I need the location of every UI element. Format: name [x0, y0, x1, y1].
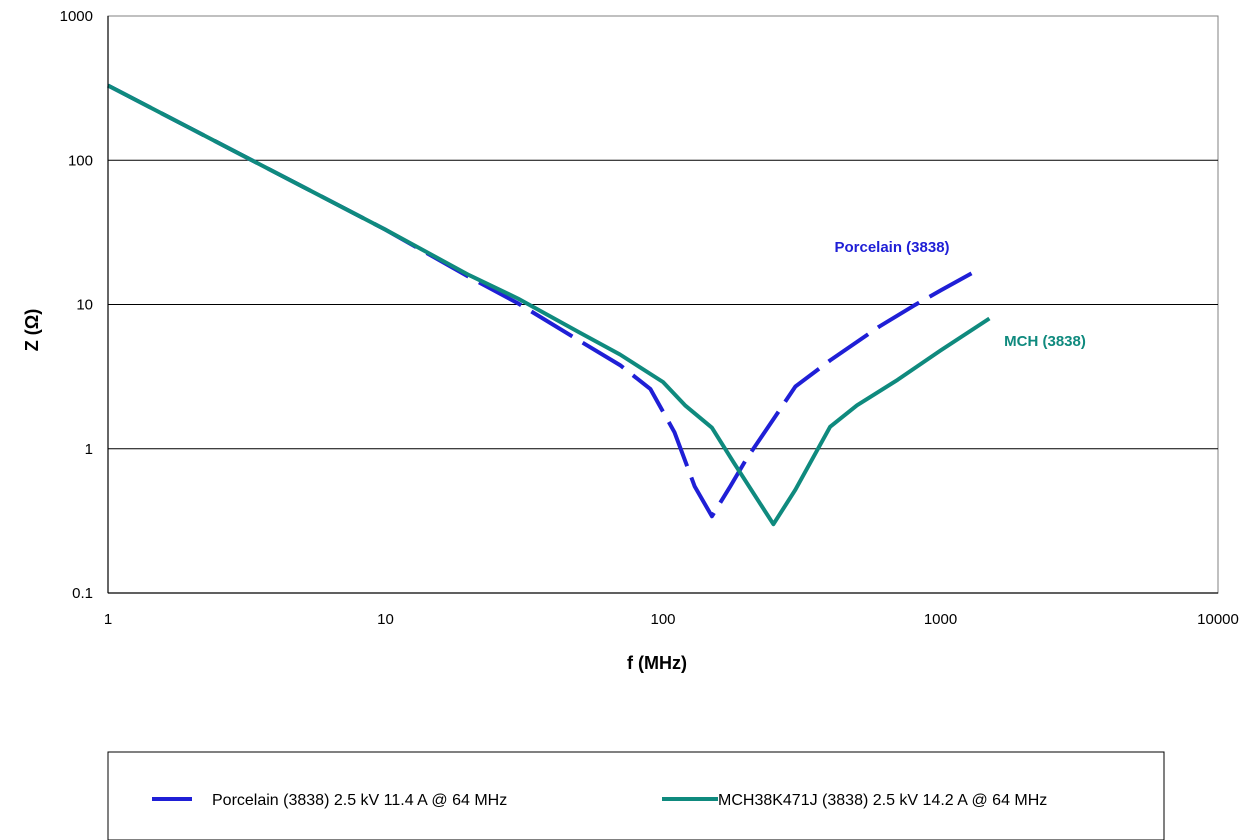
x-tick-labels: 1 10 100 1000 10000: [104, 611, 1239, 628]
series-line-porcelain: [108, 86, 972, 517]
x-tick-label-3: 1000: [924, 611, 957, 628]
y-axis-title: Z (Ω): [22, 309, 42, 351]
series-label-mch: MCH (3838): [1004, 333, 1086, 350]
y-tick-label-4: 1000: [60, 8, 93, 25]
x-tick-label-1: 10: [377, 611, 394, 628]
legend: Porcelain (3838) 2.5 kV 11.4 A @ 64 MHz …: [108, 752, 1164, 840]
legend-label-mch: MCH38K471J (3838) 2.5 kV 14.2 A @ 64 MHz: [718, 792, 1047, 809]
series-label-porcelain: Porcelain (3838): [834, 239, 949, 256]
x-axis-title: f (MHz): [627, 653, 687, 673]
y-tick-labels: 0.1 1 10 100 1000: [60, 8, 93, 602]
x-tick-label-0: 1: [104, 611, 112, 628]
y-tick-label-2: 10: [76, 297, 93, 314]
x-tick-label-2: 100: [650, 611, 675, 628]
y-tick-label-0: 0.1: [72, 585, 93, 602]
plot-area: 1 10 100 1000 10000 0.1 1 10 100 1000 Porcelain …: [60, 8, 1239, 628]
legend-label-porcelain: Porcelain (3838) 2.5 kV 11.4 A @ 64 MHz: [212, 792, 507, 809]
y-tick-label-3: 100: [68, 152, 93, 169]
y-tick-label-1: 1: [85, 441, 93, 458]
x-tick-label-4: 10000: [1197, 611, 1239, 628]
gridlines: [108, 160, 1218, 449]
